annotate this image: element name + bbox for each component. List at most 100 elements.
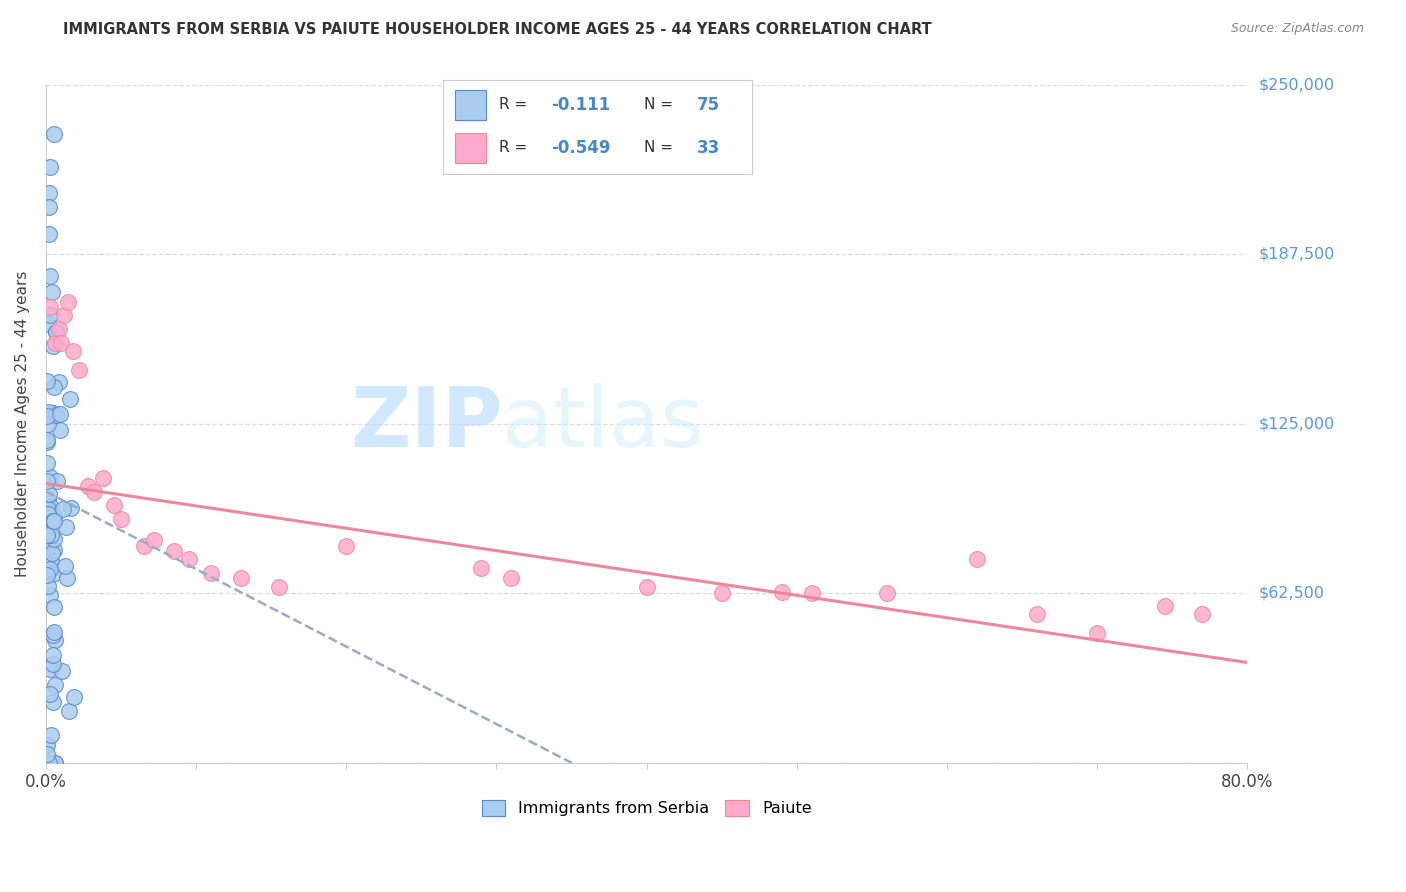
- Point: [42, 514, 65, 528]
- Point: [35, 434, 58, 449]
- Point: [42, 657, 65, 672]
- Point: [770, 585, 793, 599]
- Point: [38, 405, 60, 419]
- Point: [231, 571, 253, 585]
- Point: [42, 532, 65, 546]
- Bar: [456, 133, 486, 162]
- Point: [200, 566, 222, 580]
- Point: [39, 588, 62, 602]
- Point: [38, 756, 60, 770]
- Point: [35, 433, 58, 447]
- Point: [67, 362, 90, 376]
- Point: [38, 186, 60, 201]
- Point: [58, 392, 80, 406]
- Point: [966, 552, 988, 566]
- Point: [58, 294, 80, 309]
- Text: atlas: atlas: [502, 384, 704, 465]
- Point: [42, 624, 65, 639]
- Point: [42, 599, 65, 614]
- Point: [42, 542, 65, 557]
- Bar: [456, 89, 486, 120]
- Point: [38, 200, 60, 214]
- Point: [41, 285, 63, 300]
- Point: [44, 632, 66, 647]
- Point: [132, 539, 155, 553]
- Point: [45, 409, 67, 423]
- Point: [41, 500, 63, 515]
- Point: [55, 520, 77, 534]
- Point: [39, 528, 62, 542]
- Point: [103, 498, 125, 512]
- Text: IMMIGRANTS FROM SERBIA VS PAIUTE HOUSEHOLDER INCOME AGES 25 - 44 YEARS CORRELATI: IMMIGRANTS FROM SERBIA VS PAIUTE HOUSEHO…: [63, 22, 932, 37]
- Point: [35, 374, 58, 388]
- Text: $250,000: $250,000: [1258, 78, 1334, 93]
- Point: [1085, 625, 1108, 640]
- Point: [177, 552, 200, 566]
- Point: [49, 407, 72, 421]
- Point: [44, 127, 66, 141]
- Point: [63, 690, 86, 704]
- Point: [45, 325, 67, 339]
- Point: [42, 510, 65, 524]
- Point: [35, 739, 58, 753]
- Point: [83, 484, 105, 499]
- Point: [49, 335, 72, 350]
- Text: $187,500: $187,500: [1258, 247, 1334, 262]
- Point: [39, 663, 62, 677]
- Text: N =: N =: [644, 97, 673, 112]
- Point: [37, 417, 59, 431]
- Point: [143, 533, 166, 548]
- Point: [41, 695, 63, 709]
- Point: [37, 579, 59, 593]
- Point: [1153, 599, 1175, 613]
- Point: [501, 571, 523, 585]
- Point: [62, 343, 84, 358]
- Point: [35, 475, 58, 489]
- Point: [53, 309, 76, 323]
- Point: [37, 317, 59, 331]
- Point: [636, 580, 658, 594]
- Point: [44, 756, 66, 770]
- Point: [37, 501, 59, 516]
- Point: [39, 309, 62, 323]
- Point: [44, 678, 66, 692]
- Legend: Immigrants from Serbia, Paiute: Immigrants from Serbia, Paiute: [475, 793, 818, 822]
- Point: [267, 580, 290, 594]
- Point: [1191, 607, 1213, 621]
- Point: [38, 227, 60, 241]
- Point: [37, 492, 59, 507]
- Point: [35, 747, 58, 761]
- Text: $125,000: $125,000: [1258, 417, 1334, 432]
- Point: [800, 586, 823, 600]
- Point: [91, 471, 114, 485]
- Point: [35, 456, 58, 470]
- Point: [39, 687, 62, 701]
- Point: [876, 586, 898, 600]
- Point: [39, 268, 62, 283]
- Text: R =: R =: [499, 140, 527, 155]
- Point: [44, 335, 66, 350]
- Text: 33: 33: [696, 139, 720, 157]
- Text: R =: R =: [499, 97, 527, 112]
- Point: [35, 528, 58, 542]
- Text: -0.549: -0.549: [551, 139, 610, 157]
- Text: Source: ZipAtlas.com: Source: ZipAtlas.com: [1230, 22, 1364, 36]
- Point: [45, 325, 67, 339]
- Point: [162, 544, 184, 558]
- Point: [39, 300, 62, 314]
- Point: [37, 540, 59, 554]
- Point: [49, 423, 72, 437]
- Point: [52, 501, 75, 516]
- Point: [44, 756, 66, 770]
- Point: [1026, 607, 1049, 621]
- Point: [39, 554, 62, 568]
- Point: [56, 571, 79, 585]
- Point: [37, 534, 59, 549]
- Point: [110, 512, 132, 526]
- Point: [42, 514, 65, 528]
- Point: [53, 559, 76, 574]
- Text: $62,500: $62,500: [1258, 586, 1324, 601]
- Point: [35, 409, 58, 424]
- Point: [38, 161, 60, 175]
- Point: [42, 380, 65, 394]
